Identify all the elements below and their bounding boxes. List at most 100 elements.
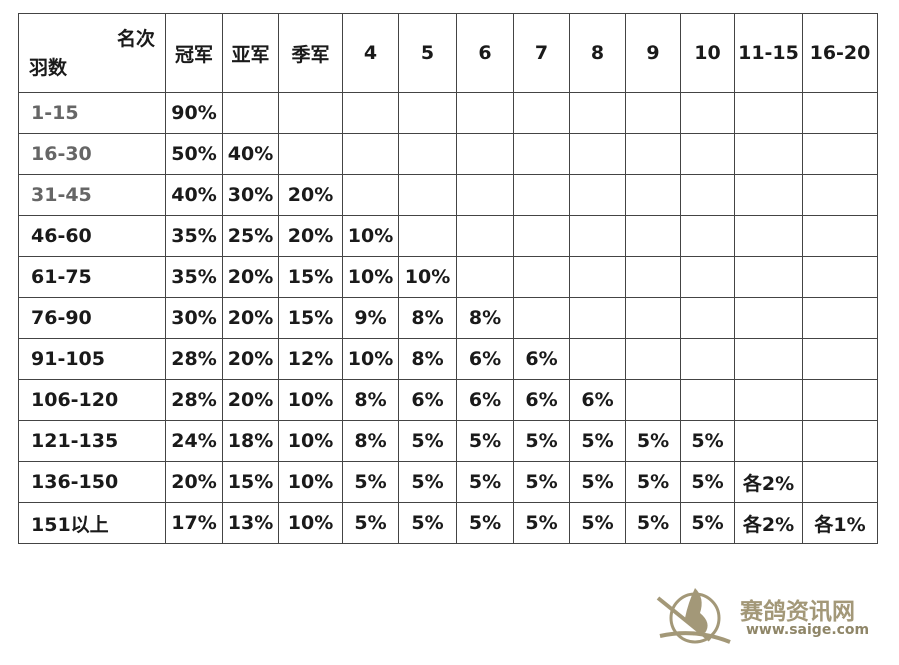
table-row: 31-45 40% 30% 20%: [18, 174, 878, 216]
table-cell: [456, 256, 514, 298]
table-cell: [569, 297, 626, 339]
table-cell: [625, 92, 681, 134]
table-cell: 6%: [513, 338, 570, 380]
table-cell: [569, 338, 626, 380]
table-cell: 20%: [222, 256, 279, 298]
table-cell: [569, 174, 626, 216]
table-cell: [513, 92, 570, 134]
table-cell: 5%: [569, 420, 626, 462]
table-cell: [802, 92, 878, 134]
table-cell: 10%: [278, 502, 343, 544]
table-cell: [456, 174, 514, 216]
table-cell: [734, 92, 803, 134]
table-cell: [342, 92, 399, 134]
table-cell: [802, 215, 878, 257]
table-cell: [513, 256, 570, 298]
table-cell: [569, 256, 626, 298]
table-cell: [398, 215, 457, 257]
table-cell: 5%: [680, 502, 735, 544]
table-cell: [734, 379, 803, 421]
table-cell: [680, 92, 735, 134]
table-row: 121-135 24% 18% 10% 8% 5% 5% 5% 5% 5% 5%: [18, 420, 878, 462]
table-cell: 5%: [456, 420, 514, 462]
table-cell: 15%: [222, 461, 279, 503]
table-cell: 8%: [398, 338, 457, 380]
table-cell: 8%: [342, 420, 399, 462]
table-cell: 25%: [222, 215, 279, 257]
table-cell: [680, 256, 735, 298]
table-cell: 24%: [165, 420, 223, 462]
row-label: 46-60: [18, 215, 166, 257]
table-cell: [802, 420, 878, 462]
table-cell: 20%: [165, 461, 223, 503]
table-cell: [734, 420, 803, 462]
table-row: 151以上 17% 13% 10% 5% 5% 5% 5% 5% 5% 5% 各2% 各1%: [18, 502, 878, 544]
row-label: 1-15: [18, 92, 166, 134]
table-cell: 10%: [398, 256, 457, 298]
table-cell: 17%: [165, 502, 223, 544]
table-cell: 5%: [569, 461, 626, 503]
row-label: 61-75: [18, 256, 166, 298]
table-cell: [513, 297, 570, 339]
table-cell: 10%: [342, 338, 399, 380]
row-label: 76-90: [18, 297, 166, 339]
column-header: 冠军: [165, 13, 223, 93]
table-cell: [342, 133, 399, 175]
table-cell: 5%: [625, 502, 681, 544]
table-cell: 5%: [456, 502, 514, 544]
table-cell: [513, 215, 570, 257]
table-cell: 6%: [398, 379, 457, 421]
table-cell: 8%: [342, 379, 399, 421]
table-cell: 5%: [398, 461, 457, 503]
row-label: 151以上: [18, 502, 166, 544]
table-cell: 20%: [222, 379, 279, 421]
table-cell: 18%: [222, 420, 279, 462]
table-cell: [625, 256, 681, 298]
column-header: 5: [398, 13, 457, 93]
table-cell: [278, 92, 343, 134]
table-cell: 20%: [278, 174, 343, 216]
table-cell: [456, 92, 514, 134]
table-cell: 10%: [278, 379, 343, 421]
table-cell: 10%: [278, 461, 343, 503]
row-label: 121-135: [18, 420, 166, 462]
table-cell: 35%: [165, 215, 223, 257]
table-cell: 5%: [513, 420, 570, 462]
column-header: 6: [456, 13, 514, 93]
table-cell: [625, 297, 681, 339]
table-cell: 5%: [569, 502, 626, 544]
table-cell: [734, 215, 803, 257]
table-cell: 15%: [278, 297, 343, 339]
table-cell: 10%: [278, 420, 343, 462]
table-cell: [802, 133, 878, 175]
column-header: 4: [342, 13, 399, 93]
table-cell: [625, 215, 681, 257]
column-header: 9: [625, 13, 681, 93]
table-cell: [278, 133, 343, 175]
table-cell: [734, 256, 803, 298]
table-cell: [398, 133, 457, 175]
watermark-logo: 赛鸽资讯网 www.saige.com: [650, 578, 870, 648]
table-cell: 各2%: [734, 461, 803, 503]
table-cell: [734, 174, 803, 216]
table-cell: 10%: [342, 256, 399, 298]
table-cell: [734, 338, 803, 380]
table-cell: [734, 133, 803, 175]
table-cell: 40%: [165, 174, 223, 216]
table-cell: 5%: [398, 502, 457, 544]
table-cell: 5%: [398, 420, 457, 462]
table-cell: [802, 461, 878, 503]
table-cell: [513, 133, 570, 175]
table-cell: 20%: [278, 215, 343, 257]
table-cell: 8%: [456, 297, 514, 339]
table-cell: 20%: [222, 338, 279, 380]
table-cell: 30%: [165, 297, 223, 339]
column-header: 10: [680, 13, 735, 93]
table-cell: 6%: [456, 338, 514, 380]
table-cell: 各1%: [802, 502, 878, 544]
row-label: 16-30: [18, 133, 166, 175]
watermark-url: www.saige.com: [746, 622, 870, 638]
table-cell: [734, 297, 803, 339]
column-header: 16-20: [802, 13, 878, 93]
table-cell: 9%: [342, 297, 399, 339]
